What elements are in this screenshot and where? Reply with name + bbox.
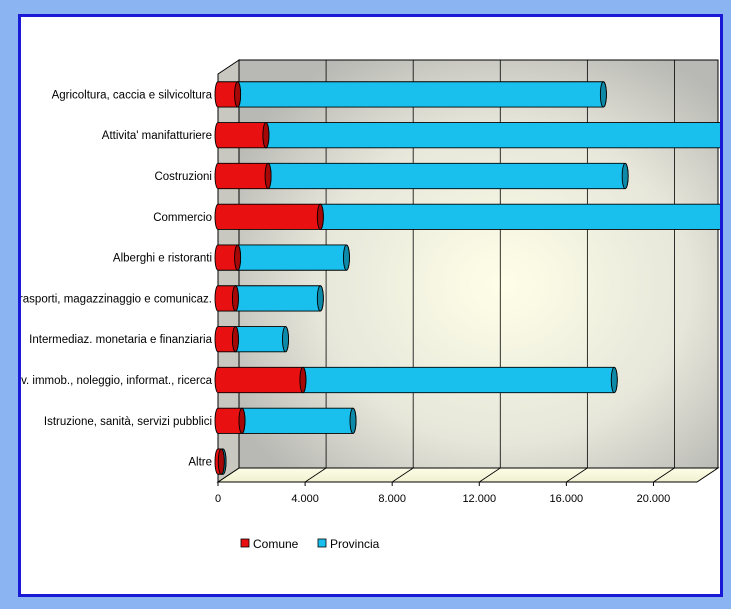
bar-comune — [214, 366, 307, 394]
category-label: Alberghi e ristoranti — [113, 253, 212, 265]
legend: Comune Provincia — [240, 537, 380, 551]
category-label: Attiv. immob., noleggio, informat., rice… — [21, 375, 213, 387]
gridline — [653, 467, 675, 483]
chart: Agricoltura, caccia e silvicoltura Attivi… — [21, 59, 720, 551]
legend-item: Comune — [240, 537, 299, 551]
bar-provincia — [234, 244, 350, 271]
bar-comune — [214, 203, 324, 230]
bar-comune — [214, 81, 242, 108]
bar-provincia — [262, 122, 720, 149]
legend-label: Provincia — [330, 537, 380, 551]
tick-label: 4.000 — [291, 493, 319, 505]
bar-provincia — [231, 285, 324, 312]
legend-item: Provincia — [317, 537, 380, 551]
gridline — [391, 467, 414, 483]
chart-frame: Agricoltura, caccia e silvicoltura Attivi… — [18, 14, 723, 597]
value-axis: 0 4.000 8.000 12.000 16.000 20.000 — [215, 482, 670, 505]
tick-label: 16.000 — [550, 493, 584, 505]
bar-provincia — [316, 203, 720, 230]
bar-provincia — [238, 407, 357, 434]
bar-comune — [214, 285, 239, 312]
category-label: Altre — [188, 457, 212, 469]
tick-label: 12.000 — [462, 493, 496, 505]
gridline — [479, 467, 501, 483]
tick-label: 8.000 — [378, 493, 406, 505]
bar-comune — [214, 407, 246, 434]
bar-comune — [214, 448, 225, 475]
legend-swatch — [317, 538, 327, 548]
legend-swatch — [240, 538, 250, 548]
bar-comune — [214, 326, 239, 353]
bar-provincia — [299, 366, 618, 394]
legend-label: Comune — [253, 537, 299, 551]
bar-provincia — [234, 81, 607, 108]
tick-label: 0 — [215, 493, 221, 505]
tick-label: 20.000 — [637, 493, 671, 505]
category-label: Agricoltura, caccia e silvicoltura — [52, 89, 213, 101]
gridline — [304, 467, 327, 483]
category-label: Attivita' manifatturiere — [102, 130, 212, 142]
category-axis: Agricoltura, caccia e silvicoltura Attivi… — [21, 89, 213, 468]
category-label: Intermediaz. monetaria e finanziaria — [29, 334, 212, 346]
bar-provincia — [231, 326, 289, 353]
category-label: Commercio — [153, 212, 212, 224]
category-label: Trasporti, magazzinaggio e comunicaz. — [21, 293, 212, 305]
bar-comune — [214, 122, 270, 149]
bar-provincia — [264, 162, 629, 190]
plot-area — [214, 59, 720, 483]
bar-comune — [214, 244, 242, 271]
bar-comune — [214, 162, 272, 190]
floor — [216, 467, 720, 483]
category-label: Istruzione, sanità, servizi pubblici — [44, 416, 212, 428]
gridline — [566, 467, 588, 483]
category-label: Costruzioni — [154, 171, 212, 183]
